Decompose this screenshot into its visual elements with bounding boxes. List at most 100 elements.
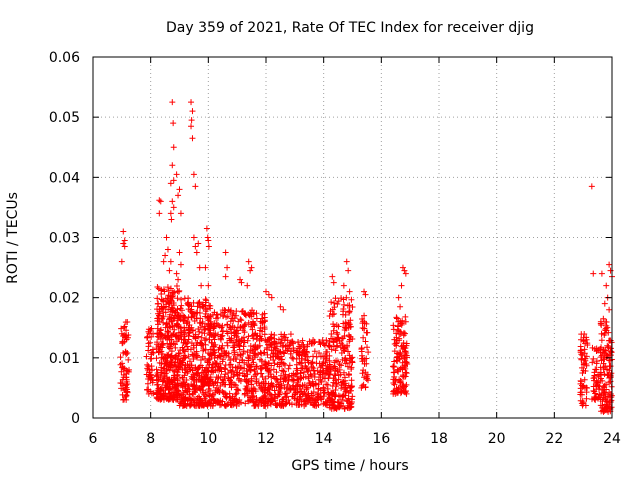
data-point-marker [247,343,254,350]
data-point-marker [605,401,612,408]
data-point-marker [591,369,598,376]
data-point-marker [595,395,602,402]
data-point-marker [272,345,279,352]
data-point-marker [333,322,340,329]
data-point-marker [188,117,195,124]
data-point-marker [186,326,193,333]
data-point-marker [160,298,167,305]
data-point-marker [145,328,152,335]
data-point-marker [192,310,199,317]
data-point-marker [168,394,175,401]
data-point-marker [195,393,202,400]
data-point-marker [310,367,317,374]
data-point-marker [393,340,400,347]
data-point-marker [363,329,370,336]
data-point-marker [268,294,275,301]
data-point-marker [320,384,327,391]
data-point-marker [322,400,329,407]
data-point-marker [147,355,154,362]
data-point-marker [289,338,296,345]
data-point-marker [118,258,125,265]
data-point-marker [604,342,611,349]
data-point-marker [159,315,166,322]
data-point-marker [169,292,176,299]
data-point-marker [203,364,210,371]
data-point-marker [251,350,258,357]
data-point-marker [293,400,300,407]
data-point-marker [601,331,608,338]
data-point-marker [341,405,348,412]
data-point-marker [326,338,333,345]
data-point-marker [164,393,171,400]
data-point-marker [221,309,228,316]
data-point-marker [335,335,342,342]
data-point-marker [197,357,204,364]
data-point-marker [258,386,265,393]
data-point-marker [192,183,199,190]
data-point-marker [268,380,275,387]
data-point-marker [123,391,130,398]
data-point-marker [306,338,313,345]
data-point-marker [166,336,173,343]
data-point-marker [330,375,337,382]
data-point-marker [304,392,311,399]
data-point-marker [250,335,257,342]
data-point-marker [331,359,338,366]
data-point-marker [251,366,258,373]
data-point-marker [346,308,353,315]
data-point-marker [149,346,156,353]
data-point-marker [278,331,285,338]
x-tick-label: 14 [315,431,333,447]
data-point-marker [201,323,208,330]
data-point-marker [246,388,253,395]
data-point-marker [177,210,184,217]
data-point-marker [225,353,232,360]
data-point-marker [235,363,242,370]
data-point-marker [248,381,255,388]
data-point-marker [246,352,253,359]
data-point-marker [281,362,288,369]
data-point-marker [121,237,128,244]
data-point-marker [173,270,180,277]
data-point-marker [166,267,173,274]
data-point-marker [196,385,203,392]
data-point-marker [215,363,222,370]
data-point-marker [241,373,248,380]
data-point-marker [271,360,278,367]
data-point-marker [206,302,213,309]
data-point-marker [241,322,248,329]
data-point-marker [316,349,323,356]
data-point-marker [318,362,325,369]
data-point-marker [601,371,608,378]
data-point-marker [203,375,210,382]
data-point-marker [359,355,366,362]
data-point-marker [303,384,310,391]
data-point-marker [349,359,356,366]
data-point-marker [590,377,597,384]
data-point-marker [167,210,174,217]
data-point-marker [302,391,309,398]
data-point-marker [278,372,285,379]
data-point-marker [271,338,278,345]
data-points [117,99,615,415]
data-point-marker [402,388,409,395]
data-point-marker [258,350,265,357]
data-point-marker [144,365,151,372]
data-point-marker [155,300,162,307]
data-point-marker [248,361,255,368]
data-point-marker [227,394,234,401]
data-point-marker [297,360,304,367]
data-point-marker [402,313,409,320]
data-point-marker [304,341,311,348]
data-point-marker [173,171,180,178]
data-point-marker [208,339,215,346]
data-point-marker [344,404,351,411]
grid-lines [93,57,612,418]
data-point-marker [158,290,165,297]
data-point-marker [222,391,229,398]
data-point-marker [581,376,588,383]
data-point-marker [240,348,247,355]
data-point-marker [202,401,209,408]
data-point-marker [205,314,212,321]
data-point-marker [224,339,231,346]
